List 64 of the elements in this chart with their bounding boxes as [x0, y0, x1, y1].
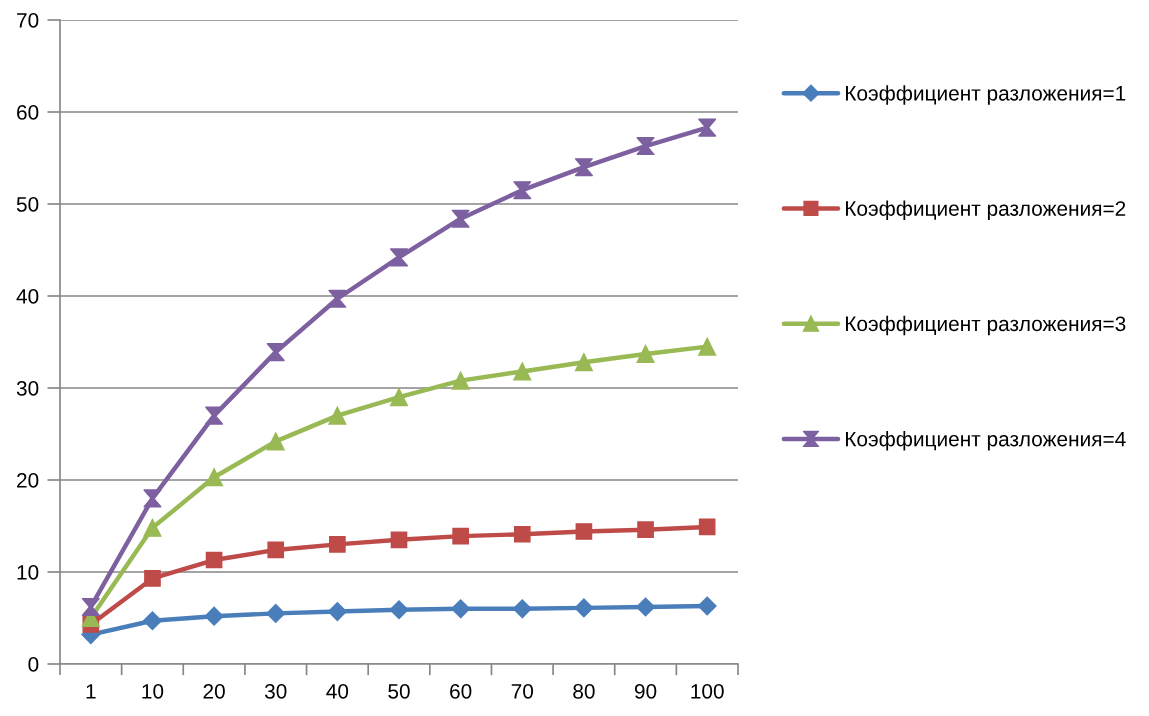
- point: [266, 343, 285, 362]
- legend-label: Коэффициент разложения=4: [846, 431, 1126, 451]
- y-tick-label: 30: [16, 381, 39, 396]
- y-tick-label: 70: [17, 13, 39, 28]
- x-tick-label: 50: [388, 683, 410, 699]
- point: [144, 570, 161, 587]
- point: [328, 406, 347, 425]
- x-tick-label: 10: [142, 683, 164, 699]
- x-tick-label: 20: [203, 683, 225, 699]
- y-tick-label: 0: [28, 657, 39, 672]
- point: [142, 611, 162, 631]
- point: [698, 518, 716, 536]
- point: [390, 531, 408, 549]
- y-tick-label: 40: [16, 289, 39, 304]
- x-tick-label: 90: [634, 683, 657, 699]
- point: [143, 489, 162, 508]
- point: [575, 523, 593, 540]
- point: [698, 337, 717, 356]
- y-tick-label: 50: [16, 197, 39, 212]
- point: [205, 468, 224, 487]
- y-tick-label: 60: [17, 105, 39, 120]
- point: [636, 137, 655, 156]
- point: [143, 518, 162, 537]
- point: [513, 525, 531, 543]
- point: [327, 602, 347, 622]
- point: [512, 599, 532, 619]
- y-tick-label: 20: [17, 473, 39, 488]
- point: [574, 158, 593, 177]
- point: [389, 600, 409, 620]
- point: [452, 527, 469, 545]
- point: [205, 551, 223, 569]
- point: [205, 406, 224, 425]
- x-tick-label: 100: [691, 683, 724, 699]
- point: [451, 209, 470, 228]
- legend-label: Коэффициент разложения=1: [846, 85, 1126, 105]
- point: [451, 599, 471, 619]
- legend-label: Коэффициент разложения=2: [846, 200, 1126, 221]
- point: [389, 248, 409, 267]
- point: [329, 536, 346, 553]
- point: [636, 344, 655, 363]
- x-tick-label: 1: [86, 684, 96, 699]
- point: [451, 371, 470, 390]
- legend-label: Коэффициент разложения=3: [846, 315, 1126, 336]
- x-tick-label: 30: [264, 683, 287, 699]
- point: [513, 181, 532, 200]
- point: [328, 289, 347, 308]
- point: [513, 362, 532, 381]
- y-tick-label: 10: [17, 565, 39, 580]
- point: [574, 598, 594, 618]
- point: [267, 541, 285, 559]
- point: [697, 596, 717, 616]
- point: [266, 603, 286, 623]
- point: [636, 597, 656, 617]
- point: [204, 606, 224, 626]
- x-tick-label: 40: [326, 683, 349, 699]
- point: [81, 597, 100, 616]
- x-tick-label: 70: [511, 683, 534, 699]
- point: [266, 432, 285, 451]
- point: [574, 353, 593, 372]
- x-tick-label: 80: [573, 683, 595, 699]
- point: [637, 521, 654, 539]
- x-tick-label: 60: [450, 683, 472, 699]
- point: [389, 388, 409, 407]
- point: [698, 118, 717, 137]
